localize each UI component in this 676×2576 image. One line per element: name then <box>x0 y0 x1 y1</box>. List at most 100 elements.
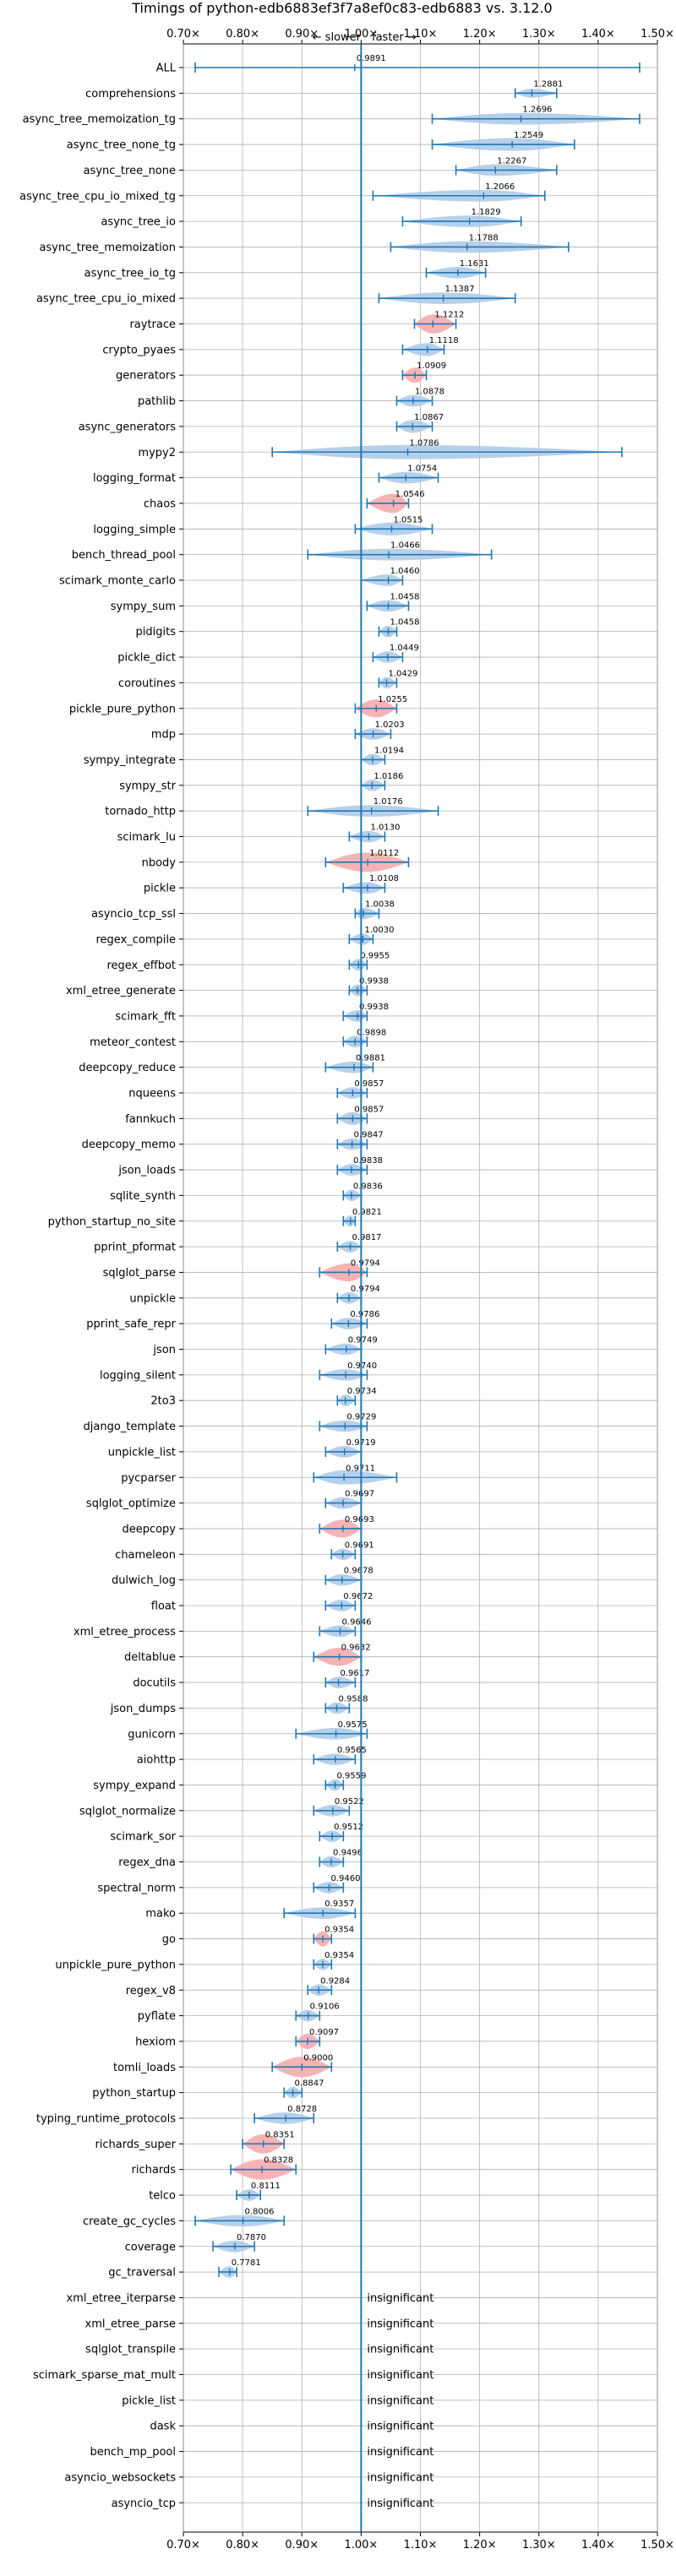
value-label: 1.0112 <box>369 849 399 858</box>
benchmark-label: scimark_sparse_mat_mult <box>33 2369 176 2382</box>
value-label: 0.8111 <box>251 2182 281 2191</box>
value-label: 1.0466 <box>390 541 420 551</box>
benchmark-label: xml_etree_iterparse <box>66 2292 176 2305</box>
benchmark-label: sqlglot_parse <box>103 1267 176 1280</box>
benchmark-row: regex_compile 1.0030 <box>95 926 394 947</box>
benchmark-row: async_generators 1.0867 <box>79 413 444 434</box>
value-label: 1.1387 <box>445 285 475 294</box>
x-tick-label-bottom: 1.00× <box>344 2539 378 2552</box>
benchmark-row: sqlglot_optimize 0.9697 <box>86 1490 374 1511</box>
insignificant-label: insignificant <box>367 2471 433 2484</box>
benchmark-row: sqlglot_normalize 0.9522 <box>79 1797 364 1818</box>
x-tick-label-top: 1.20× <box>463 28 497 41</box>
benchmark-row: django_template0.9729 <box>84 1413 377 1434</box>
value-label: 0.9838 <box>353 1156 383 1166</box>
benchmark-row: async_tree_io 1.1829 <box>101 208 522 229</box>
insignificant-label: insignificant <box>367 2421 433 2433</box>
benchmark-row: xml_etree_generate 0.9938 <box>66 977 389 998</box>
x-tick-label-bottom: 0.70× <box>166 2539 200 2552</box>
value-label: 0.9836 <box>353 1182 383 1191</box>
value-label: 1.0460 <box>390 567 420 576</box>
benchmark-row: bench_mp_pool insignificant <box>90 2446 433 2459</box>
benchmark-row: scimark_lu 1.0130 <box>117 823 401 845</box>
value-label: 1.2267 <box>497 156 526 166</box>
value-label: 0.9354 <box>324 1951 354 1960</box>
value-label: 0.9097 <box>309 2028 339 2037</box>
value-label: 1.0458 <box>390 618 419 628</box>
benchmark-row: asyncio_websockets insignificant <box>64 2471 433 2484</box>
value-label: 1.0030 <box>364 926 394 935</box>
value-label: 0.9693 <box>345 1515 374 1524</box>
benchmark-label: sympy_sum <box>111 601 176 613</box>
benchmark-row: meteor_contest 0.9898 <box>90 1028 386 1049</box>
benchmark-row: sqlite_synth 0.9836 <box>110 1182 383 1203</box>
value-label: 1.0867 <box>414 413 444 422</box>
value-label: 0.9794 <box>351 1258 380 1268</box>
benchmark-label: asyncio_tcp_ssl <box>91 908 176 921</box>
benchmark-row: sympy_str 1.0186 <box>119 772 403 793</box>
benchmark-row: bench_thread_pool 1.0466 <box>72 541 493 562</box>
value-label: 0.9891 <box>357 54 386 63</box>
benchmark-row: comprehensions 1.2881 <box>85 79 563 101</box>
benchmark-row: sympy_sum 1.0458 <box>111 592 420 613</box>
benchmark-row: crypto_pyaes 1.1118 <box>102 336 458 357</box>
benchmark-label: async_tree_cpu_io_mixed_tg <box>19 190 176 203</box>
value-label: 0.9857 <box>354 1079 384 1089</box>
benchmark-label: json <box>152 1344 176 1356</box>
value-label: 1.1788 <box>469 233 499 242</box>
benchmark-row: xml_etree_iterparse insignificant <box>66 2292 433 2305</box>
value-label: 0.9847 <box>354 1131 384 1140</box>
benchmark-label: generators <box>116 370 176 383</box>
benchmark-row: unpickle 0.9794 <box>129 1285 380 1306</box>
value-label: 0.9000 <box>303 2053 333 2062</box>
benchmark-label: pprint_pformat <box>94 1242 176 1254</box>
value-label: 0.9938 <box>359 1003 389 1012</box>
x-tick-label-bottom: 1.10× <box>404 2539 438 2552</box>
value-label: 0.9559 <box>336 1771 366 1780</box>
insignificant-label: insignificant <box>367 2292 433 2305</box>
benchmark-row: ALL 0.9891 <box>156 54 641 75</box>
x-tick-label-bottom: 1.20× <box>463 2539 497 2552</box>
benchmark-label: json_loads <box>117 1165 176 1177</box>
benchmark-label: coroutines <box>118 677 176 690</box>
benchmark-row: go 0.9354 <box>162 1926 354 1947</box>
benchmark-row: telco 0.8111 <box>149 2182 281 2203</box>
benchmark-label: python_startup_no_site <box>48 1215 176 1228</box>
insignificant-label: insignificant <box>367 2497 433 2510</box>
value-label: 1.0429 <box>388 669 417 678</box>
benchmark-label: deepcopy_reduce <box>79 1062 176 1074</box>
benchmark-label: unpickle <box>129 1292 176 1305</box>
value-label: 0.9697 <box>345 1490 374 1499</box>
value-label: 1.0458 <box>390 592 419 601</box>
benchmark-row: mdp 1.0203 <box>151 720 405 742</box>
faster-label: faster → <box>372 31 417 44</box>
benchmark-row: logging_silent 0.9740 <box>100 1361 377 1383</box>
benchmark-row: pycparser0.9711 <box>121 1464 398 1485</box>
value-label: 0.9938 <box>359 977 389 986</box>
benchmark-label: async_generators <box>79 421 177 433</box>
benchmark-row: pyflate 0.9106 <box>138 2003 340 2024</box>
value-label: 1.1829 <box>472 208 501 217</box>
benchmark-label: telco <box>149 2190 176 2203</box>
benchmark-row: tomli_loads 0.9000 <box>113 2053 333 2078</box>
x-tick-label-top: 1.00× <box>344 28 378 41</box>
value-label: 0.9460 <box>331 1874 361 1883</box>
benchmark-label: mdp <box>151 729 176 742</box>
bottom-axis-ticks: 0.70× 0.80× 0.90× 1.00× 1.10× 1.20× 1.30× 1.40×… <box>166 2532 674 2552</box>
benchmark-label: async_tree_io <box>101 216 176 229</box>
value-label: 1.0038 <box>365 900 395 910</box>
benchmark-label: logging_silent <box>100 1369 176 1382</box>
value-label: 1.1631 <box>460 259 489 269</box>
value-label: 1.0130 <box>370 823 400 833</box>
benchmark-row: xml_etree_parse insignificant <box>85 2318 434 2330</box>
benchmark-row: tornado_http 1.0176 <box>105 797 439 818</box>
benchmark-row: xml_etree_process 0.9646 <box>74 1617 372 1639</box>
benchmark-label: pyflate <box>138 2010 176 2023</box>
benchmark-row: regex_v8 0.9284 <box>126 1976 350 1997</box>
value-label: 1.0449 <box>390 644 419 653</box>
benchmark-label: regex_effbot <box>106 959 176 972</box>
value-label: 1.0108 <box>369 874 399 883</box>
benchmark-label: aiohttp <box>137 1754 176 1767</box>
benchmark-label: pickle_pure_python <box>69 703 176 715</box>
benchmark-row: sympy_expand 0.9559 <box>93 1771 366 1792</box>
